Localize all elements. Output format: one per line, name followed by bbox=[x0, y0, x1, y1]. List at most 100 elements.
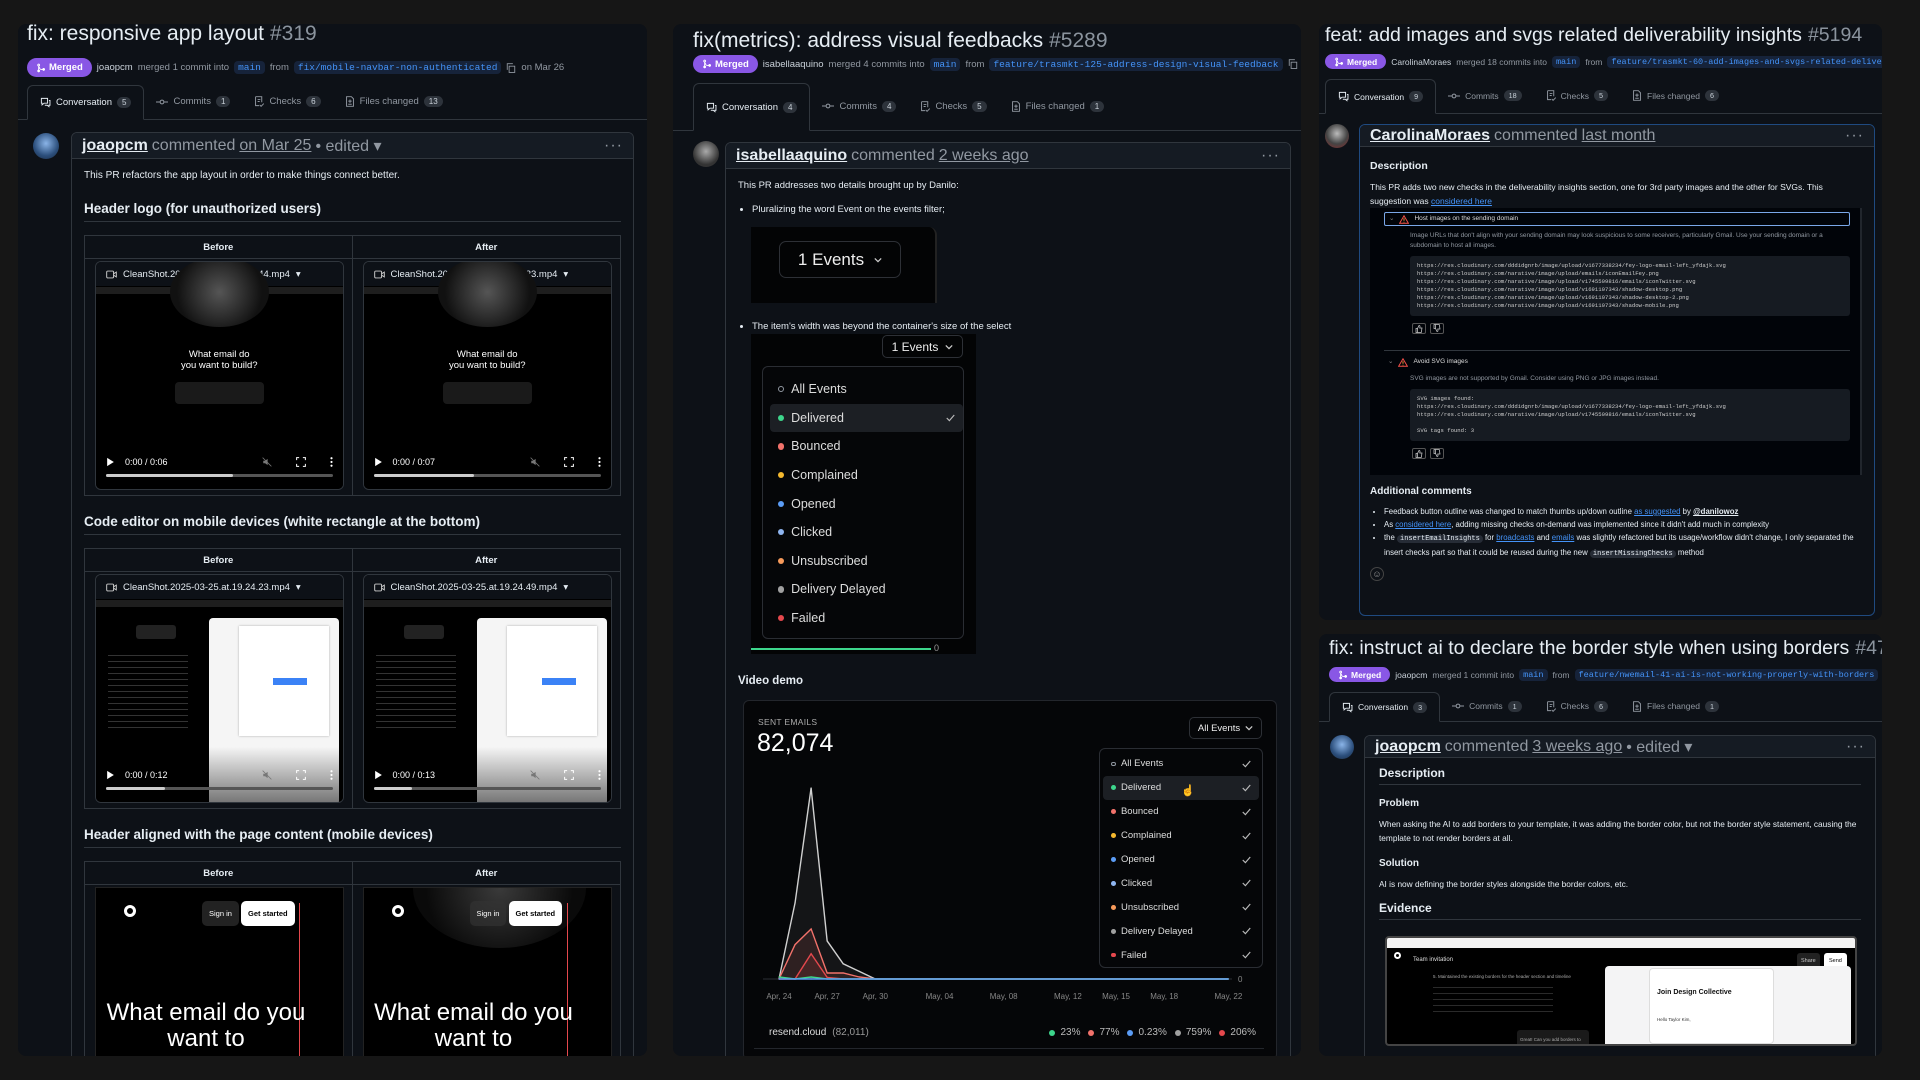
inline-link[interactable]: emails bbox=[1551, 533, 1575, 542]
video-player[interactable]: CleanShot.2025-03-25.at.19.24.23.mp4 ▾ 0:… bbox=[95, 574, 344, 803]
more-options-icon[interactable]: ··· bbox=[1846, 737, 1865, 755]
copy-branch-icon[interactable] bbox=[506, 62, 516, 73]
all-events-select[interactable]: All Events bbox=[1189, 717, 1262, 739]
event-option-failed[interactable]: Failed bbox=[770, 604, 963, 633]
mute-icon[interactable] bbox=[530, 457, 540, 467]
base-branch[interactable]: main bbox=[929, 57, 961, 71]
tab-files-changed[interactable]: Files changed 1 bbox=[1620, 691, 1731, 721]
tab-checks[interactable]: Checks 5 bbox=[908, 82, 998, 130]
event-option-delivery-delayed[interactable]: Delivery Delayed bbox=[770, 575, 963, 604]
play-button[interactable] bbox=[374, 770, 383, 780]
tab-files-changed[interactable]: Files changed 6 bbox=[1620, 78, 1731, 113]
tab-checks[interactable]: Checks 5 bbox=[1534, 78, 1620, 113]
event-option-all-events[interactable]: All Events bbox=[770, 375, 963, 404]
tab-commits[interactable]: Commits 4 bbox=[810, 82, 908, 130]
video-progress-bar[interactable] bbox=[106, 787, 333, 790]
inline-link[interactable]: considered here bbox=[1395, 520, 1452, 529]
comment-author[interactable]: joaopcm bbox=[1375, 737, 1441, 755]
mute-icon[interactable] bbox=[261, 457, 272, 467]
video-file-header[interactable]: CleanShot.2025-03-25.at.19.24.49.mp4 ▾ bbox=[363, 575, 611, 599]
tab-conversation[interactable]: Conversation 4 bbox=[693, 83, 811, 131]
merge-author[interactable]: CarolinaMoraes bbox=[1391, 56, 1452, 67]
event-option-unsubscribed[interactable]: Unsubscribed bbox=[770, 547, 963, 576]
insight-toggle[interactable]: ⌄ Avoid SVG images bbox=[1384, 355, 1850, 369]
fullscreen-icon[interactable] bbox=[295, 457, 306, 467]
caret-down-icon[interactable]: ▾ bbox=[563, 268, 569, 280]
video-file-header[interactable]: CleanShot.2025-03-25.at.19.24.23.mp4 ▾ bbox=[96, 575, 343, 599]
tab-conversation[interactable]: Conversation 9 bbox=[1325, 79, 1437, 114]
tab-checks[interactable]: Checks 6 bbox=[242, 84, 332, 119]
base-branch[interactable]: main bbox=[1551, 55, 1581, 68]
inline-link[interactable]: broadcasts bbox=[1496, 533, 1535, 542]
comment-author[interactable]: CarolinaMoraes bbox=[1370, 126, 1491, 144]
event-option-bounced[interactable]: Bounced bbox=[770, 432, 963, 461]
head-branch[interactable]: fix/mobile-navbar-non-authenticated bbox=[293, 61, 502, 74]
head-branch[interactable]: feature/trasmkt-60-add-images-and-svgs-r… bbox=[1607, 55, 1882, 68]
thumbs-up-icon[interactable] bbox=[1412, 323, 1426, 334]
thumbs-down-icon[interactable] bbox=[1430, 448, 1444, 459]
copy-branch-icon[interactable] bbox=[1288, 59, 1298, 69]
base-branch[interactable]: main bbox=[1519, 668, 1548, 681]
more-options-icon[interactable]: ··· bbox=[1845, 126, 1864, 144]
more-options-icon[interactable] bbox=[329, 770, 333, 780]
video-player[interactable]: CleanShot.2025-03-25.at.19.24.49.mp4 ▾ 0:… bbox=[362, 574, 612, 803]
thumbs-down-icon[interactable] bbox=[1430, 323, 1444, 334]
mute-icon[interactable] bbox=[530, 770, 540, 780]
video-progress-bar[interactable] bbox=[373, 787, 601, 790]
tab-conversation[interactable]: Conversation 5 bbox=[27, 85, 145, 120]
merge-author[interactable]: joaopcm bbox=[1395, 669, 1428, 680]
more-options-icon[interactable] bbox=[329, 457, 333, 467]
event-option-delivered[interactable]: Delivered bbox=[770, 403, 963, 433]
more-options-icon[interactable]: ··· bbox=[604, 136, 623, 154]
merge-author[interactable]: joaopcm bbox=[96, 62, 133, 73]
play-button[interactable] bbox=[106, 770, 115, 780]
considered-here-link[interactable]: considered here bbox=[1430, 196, 1492, 206]
tab-checks[interactable]: Checks 6 bbox=[1534, 691, 1620, 721]
play-button[interactable] bbox=[374, 457, 383, 467]
event-option-clicked[interactable]: Clicked bbox=[770, 518, 963, 547]
fullscreen-icon[interactable] bbox=[564, 770, 574, 780]
caret-down-icon[interactable]: ▾ bbox=[295, 581, 301, 593]
event-option-unsubscribed[interactable]: Unsubscribed bbox=[1103, 895, 1259, 919]
fullscreen-icon[interactable] bbox=[295, 770, 306, 780]
tab-commits[interactable]: Commits 1 bbox=[144, 84, 242, 119]
video-progress-bar[interactable] bbox=[106, 474, 333, 477]
mute-icon[interactable] bbox=[261, 770, 272, 780]
tab-files-changed[interactable]: Files changed 13 bbox=[333, 84, 455, 119]
event-option-complained[interactable]: Complained bbox=[1103, 824, 1259, 848]
tab-commits[interactable]: Commits 1 bbox=[1440, 691, 1534, 721]
user-mention[interactable]: @danilowoz bbox=[1693, 507, 1739, 516]
tab-conversation[interactable]: Conversation 3 bbox=[1329, 692, 1441, 722]
event-option-opened[interactable]: Opened bbox=[1103, 848, 1259, 872]
event-option-delivered[interactable]: Delivered ☝ bbox=[1103, 775, 1259, 800]
edited-dropdown[interactable]: • edited ▾ bbox=[315, 137, 382, 155]
comment-date[interactable]: last month bbox=[1581, 126, 1656, 144]
event-option-bounced[interactable]: Bounced bbox=[1103, 800, 1259, 824]
insight-toggle[interactable]: ⌄ Host images on the sending domain bbox=[1384, 212, 1850, 226]
event-option-all-events[interactable]: All Events bbox=[1103, 752, 1259, 776]
head-branch[interactable]: feature/nwemail-41-ai-is-not-working-pro… bbox=[1574, 668, 1879, 681]
comment-author[interactable]: isabellaaquino bbox=[736, 146, 848, 164]
event-option-opened[interactable]: Opened bbox=[770, 489, 963, 518]
thumbs-up-icon[interactable] bbox=[1412, 448, 1426, 459]
tab-files-changed[interactable]: Files changed 1 bbox=[999, 82, 1117, 130]
comment-date[interactable]: 3 weeks ago bbox=[1532, 737, 1623, 755]
event-option-complained[interactable]: Complained bbox=[770, 461, 963, 490]
video-player[interactable]: CleanShot.2025-03-25.at.19.19.23.mp4▾ Wh… bbox=[362, 261, 612, 490]
caret-down-icon[interactable]: ▾ bbox=[563, 581, 569, 593]
more-options-icon[interactable] bbox=[598, 457, 601, 467]
comment-date[interactable]: 2 weeks ago bbox=[938, 146, 1029, 164]
caret-down-icon[interactable]: ▾ bbox=[295, 268, 301, 280]
video-progress-bar[interactable] bbox=[373, 474, 601, 477]
fullscreen-icon[interactable] bbox=[564, 457, 574, 467]
more-options-icon[interactable] bbox=[598, 770, 601, 780]
more-options-icon[interactable]: ··· bbox=[1261, 146, 1280, 164]
event-option-clicked[interactable]: Clicked bbox=[1103, 871, 1259, 895]
add-reaction-icon[interactable]: ☺ bbox=[1370, 567, 1384, 581]
merge-author[interactable]: isabellaaquino bbox=[762, 58, 824, 70]
event-option-delivery-delayed[interactable]: Delivery Delayed bbox=[1103, 919, 1259, 943]
comment-author[interactable]: joaopcm bbox=[82, 136, 148, 154]
base-branch[interactable]: main bbox=[234, 61, 265, 74]
tab-commits[interactable]: Commits 18 bbox=[1436, 78, 1534, 113]
play-button[interactable] bbox=[106, 457, 115, 467]
